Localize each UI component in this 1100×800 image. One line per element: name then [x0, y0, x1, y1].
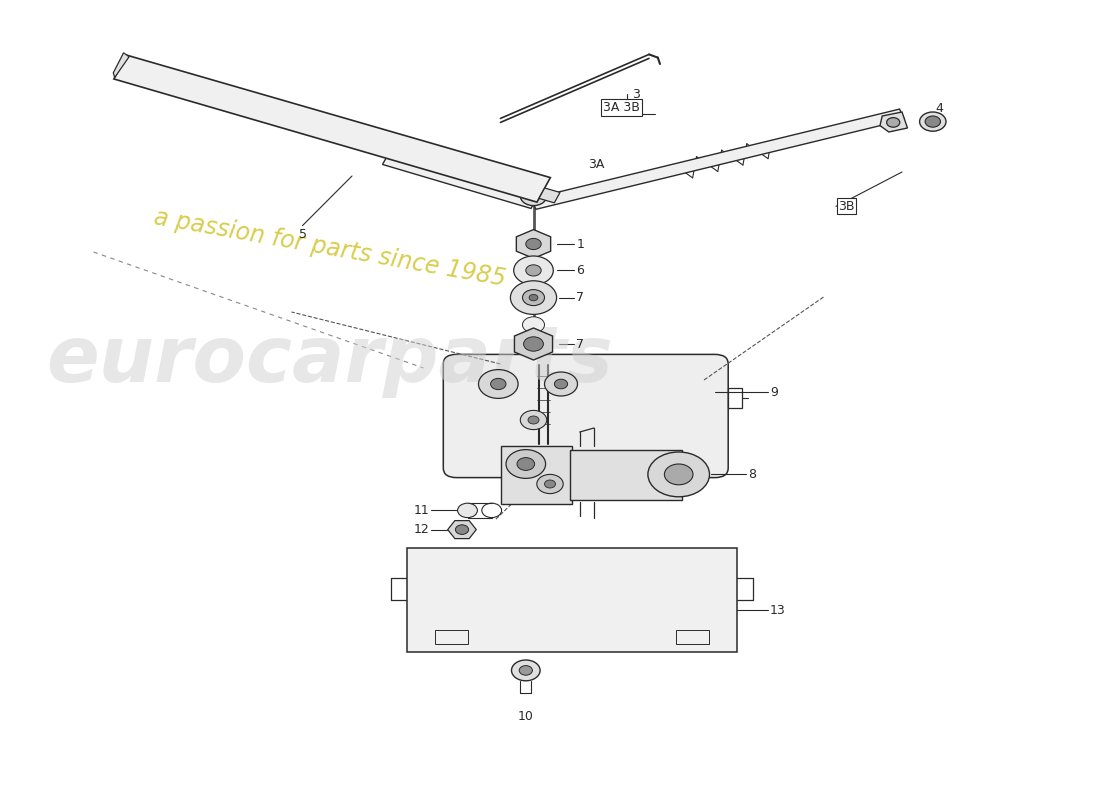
Text: eurocarparts: eurocarparts	[46, 322, 614, 398]
Text: 11: 11	[414, 504, 429, 517]
Text: 1: 1	[576, 238, 584, 250]
Circle shape	[522, 317, 544, 333]
Polygon shape	[539, 188, 560, 203]
Polygon shape	[515, 328, 552, 360]
Polygon shape	[516, 230, 551, 258]
Polygon shape	[448, 521, 476, 538]
Circle shape	[455, 525, 469, 534]
Text: 13: 13	[770, 604, 785, 617]
Polygon shape	[500, 446, 572, 504]
Circle shape	[529, 294, 538, 301]
Circle shape	[527, 191, 540, 201]
Circle shape	[517, 458, 535, 470]
Text: 7: 7	[576, 338, 584, 350]
Circle shape	[520, 186, 547, 206]
Circle shape	[648, 452, 710, 497]
Text: 6: 6	[576, 264, 584, 277]
Text: 3A: 3A	[588, 158, 605, 170]
Circle shape	[544, 372, 578, 396]
Circle shape	[522, 290, 544, 306]
Circle shape	[458, 503, 477, 518]
Text: 5: 5	[298, 228, 307, 241]
Circle shape	[526, 238, 541, 250]
Polygon shape	[114, 55, 550, 202]
Polygon shape	[570, 450, 682, 500]
Text: 10: 10	[518, 710, 534, 723]
FancyBboxPatch shape	[443, 354, 728, 478]
Circle shape	[478, 370, 518, 398]
Circle shape	[664, 464, 693, 485]
Circle shape	[544, 480, 556, 488]
Circle shape	[554, 379, 568, 389]
Circle shape	[528, 416, 539, 424]
Circle shape	[537, 474, 563, 494]
Circle shape	[510, 281, 557, 314]
Text: 7: 7	[576, 291, 584, 304]
Text: 3A 3B: 3A 3B	[603, 101, 640, 114]
Text: 4: 4	[935, 102, 943, 114]
Circle shape	[524, 337, 543, 351]
Circle shape	[512, 660, 540, 681]
Circle shape	[526, 265, 541, 276]
Text: 8: 8	[748, 468, 756, 481]
Circle shape	[925, 116, 940, 127]
Bar	[676, 630, 710, 644]
Bar	[434, 630, 468, 644]
Circle shape	[491, 378, 506, 390]
Polygon shape	[383, 155, 536, 209]
Text: 12: 12	[414, 523, 429, 536]
Circle shape	[520, 410, 547, 430]
Polygon shape	[113, 53, 129, 78]
Circle shape	[920, 112, 946, 131]
Text: 2: 2	[476, 168, 484, 181]
Circle shape	[887, 118, 900, 127]
Text: a passion for parts since 1985: a passion for parts since 1985	[152, 205, 508, 291]
Circle shape	[519, 666, 532, 675]
Polygon shape	[407, 548, 737, 652]
Circle shape	[506, 450, 546, 478]
Circle shape	[514, 256, 553, 285]
Text: 3: 3	[632, 88, 640, 101]
Circle shape	[529, 182, 538, 189]
Text: 3B: 3B	[838, 200, 855, 213]
Circle shape	[522, 178, 544, 194]
Polygon shape	[531, 109, 904, 210]
Polygon shape	[880, 112, 907, 132]
Text: 9: 9	[770, 386, 778, 398]
